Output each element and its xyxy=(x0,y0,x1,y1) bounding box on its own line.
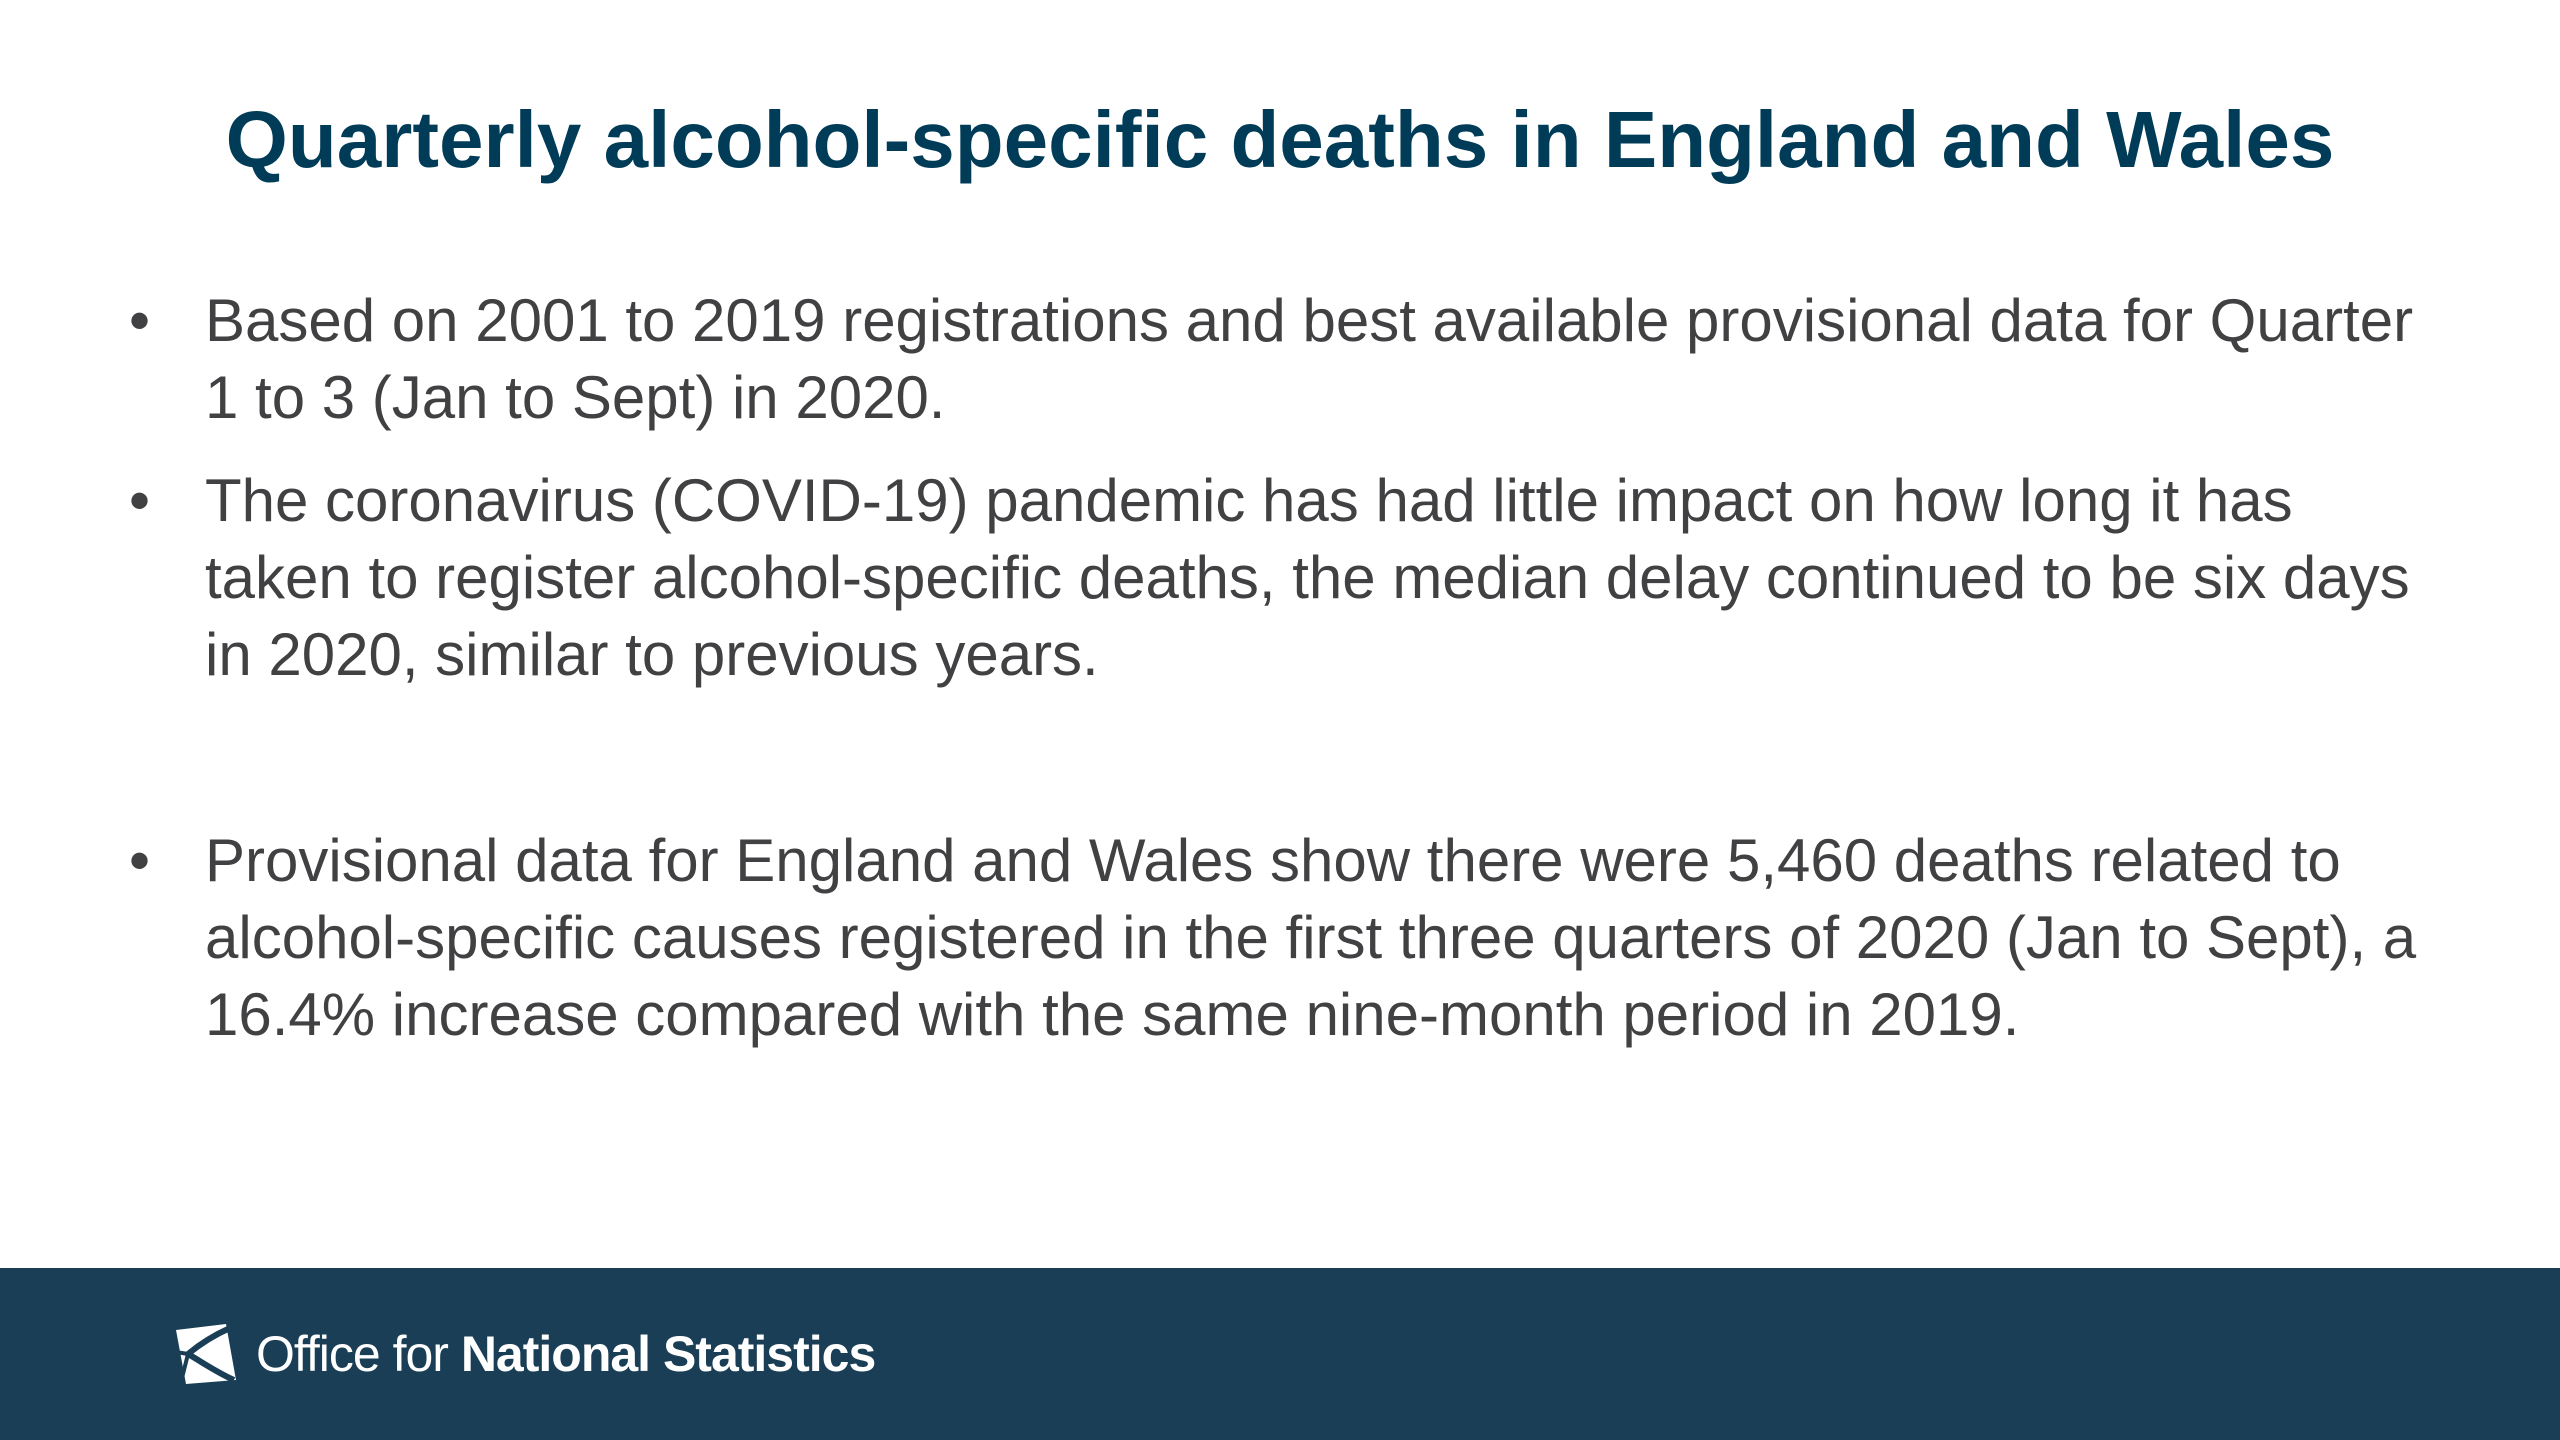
bullet-item: • Provisional data for England and Wales… xyxy=(129,822,2425,1053)
ons-logo-icon xyxy=(175,1324,236,1384)
footer-bar: Office for National Statistics xyxy=(0,1268,2560,1440)
logo-text-bold: National Statistics xyxy=(460,1326,876,1382)
bullet-list: • Based on 2001 to 2019 registrations an… xyxy=(129,282,2425,1053)
ons-logo: Office for National Statistics xyxy=(174,1316,876,1392)
slide-title: Quarterly alcohol-specific deaths in Eng… xyxy=(225,95,2335,184)
bullet-text: The coronavirus (COVID-19) pandemic has … xyxy=(205,467,2410,688)
ons-logo-text: Office for National Statistics xyxy=(256,1325,876,1383)
bullet-marker: • xyxy=(129,287,151,354)
bullet-item: • Based on 2001 to 2019 registrations an… xyxy=(129,282,2425,436)
bullet-text: Provisional data for England and Wales s… xyxy=(205,827,2417,1048)
bullet-item: • The coronavirus (COVID-19) pandemic ha… xyxy=(129,462,2425,693)
bullet-marker: • xyxy=(129,827,151,894)
bullet-marker: • xyxy=(129,467,151,534)
logo-text-light: Office for xyxy=(256,1326,461,1382)
bullet-text: Based on 2001 to 2019 registrations and … xyxy=(205,287,2414,431)
